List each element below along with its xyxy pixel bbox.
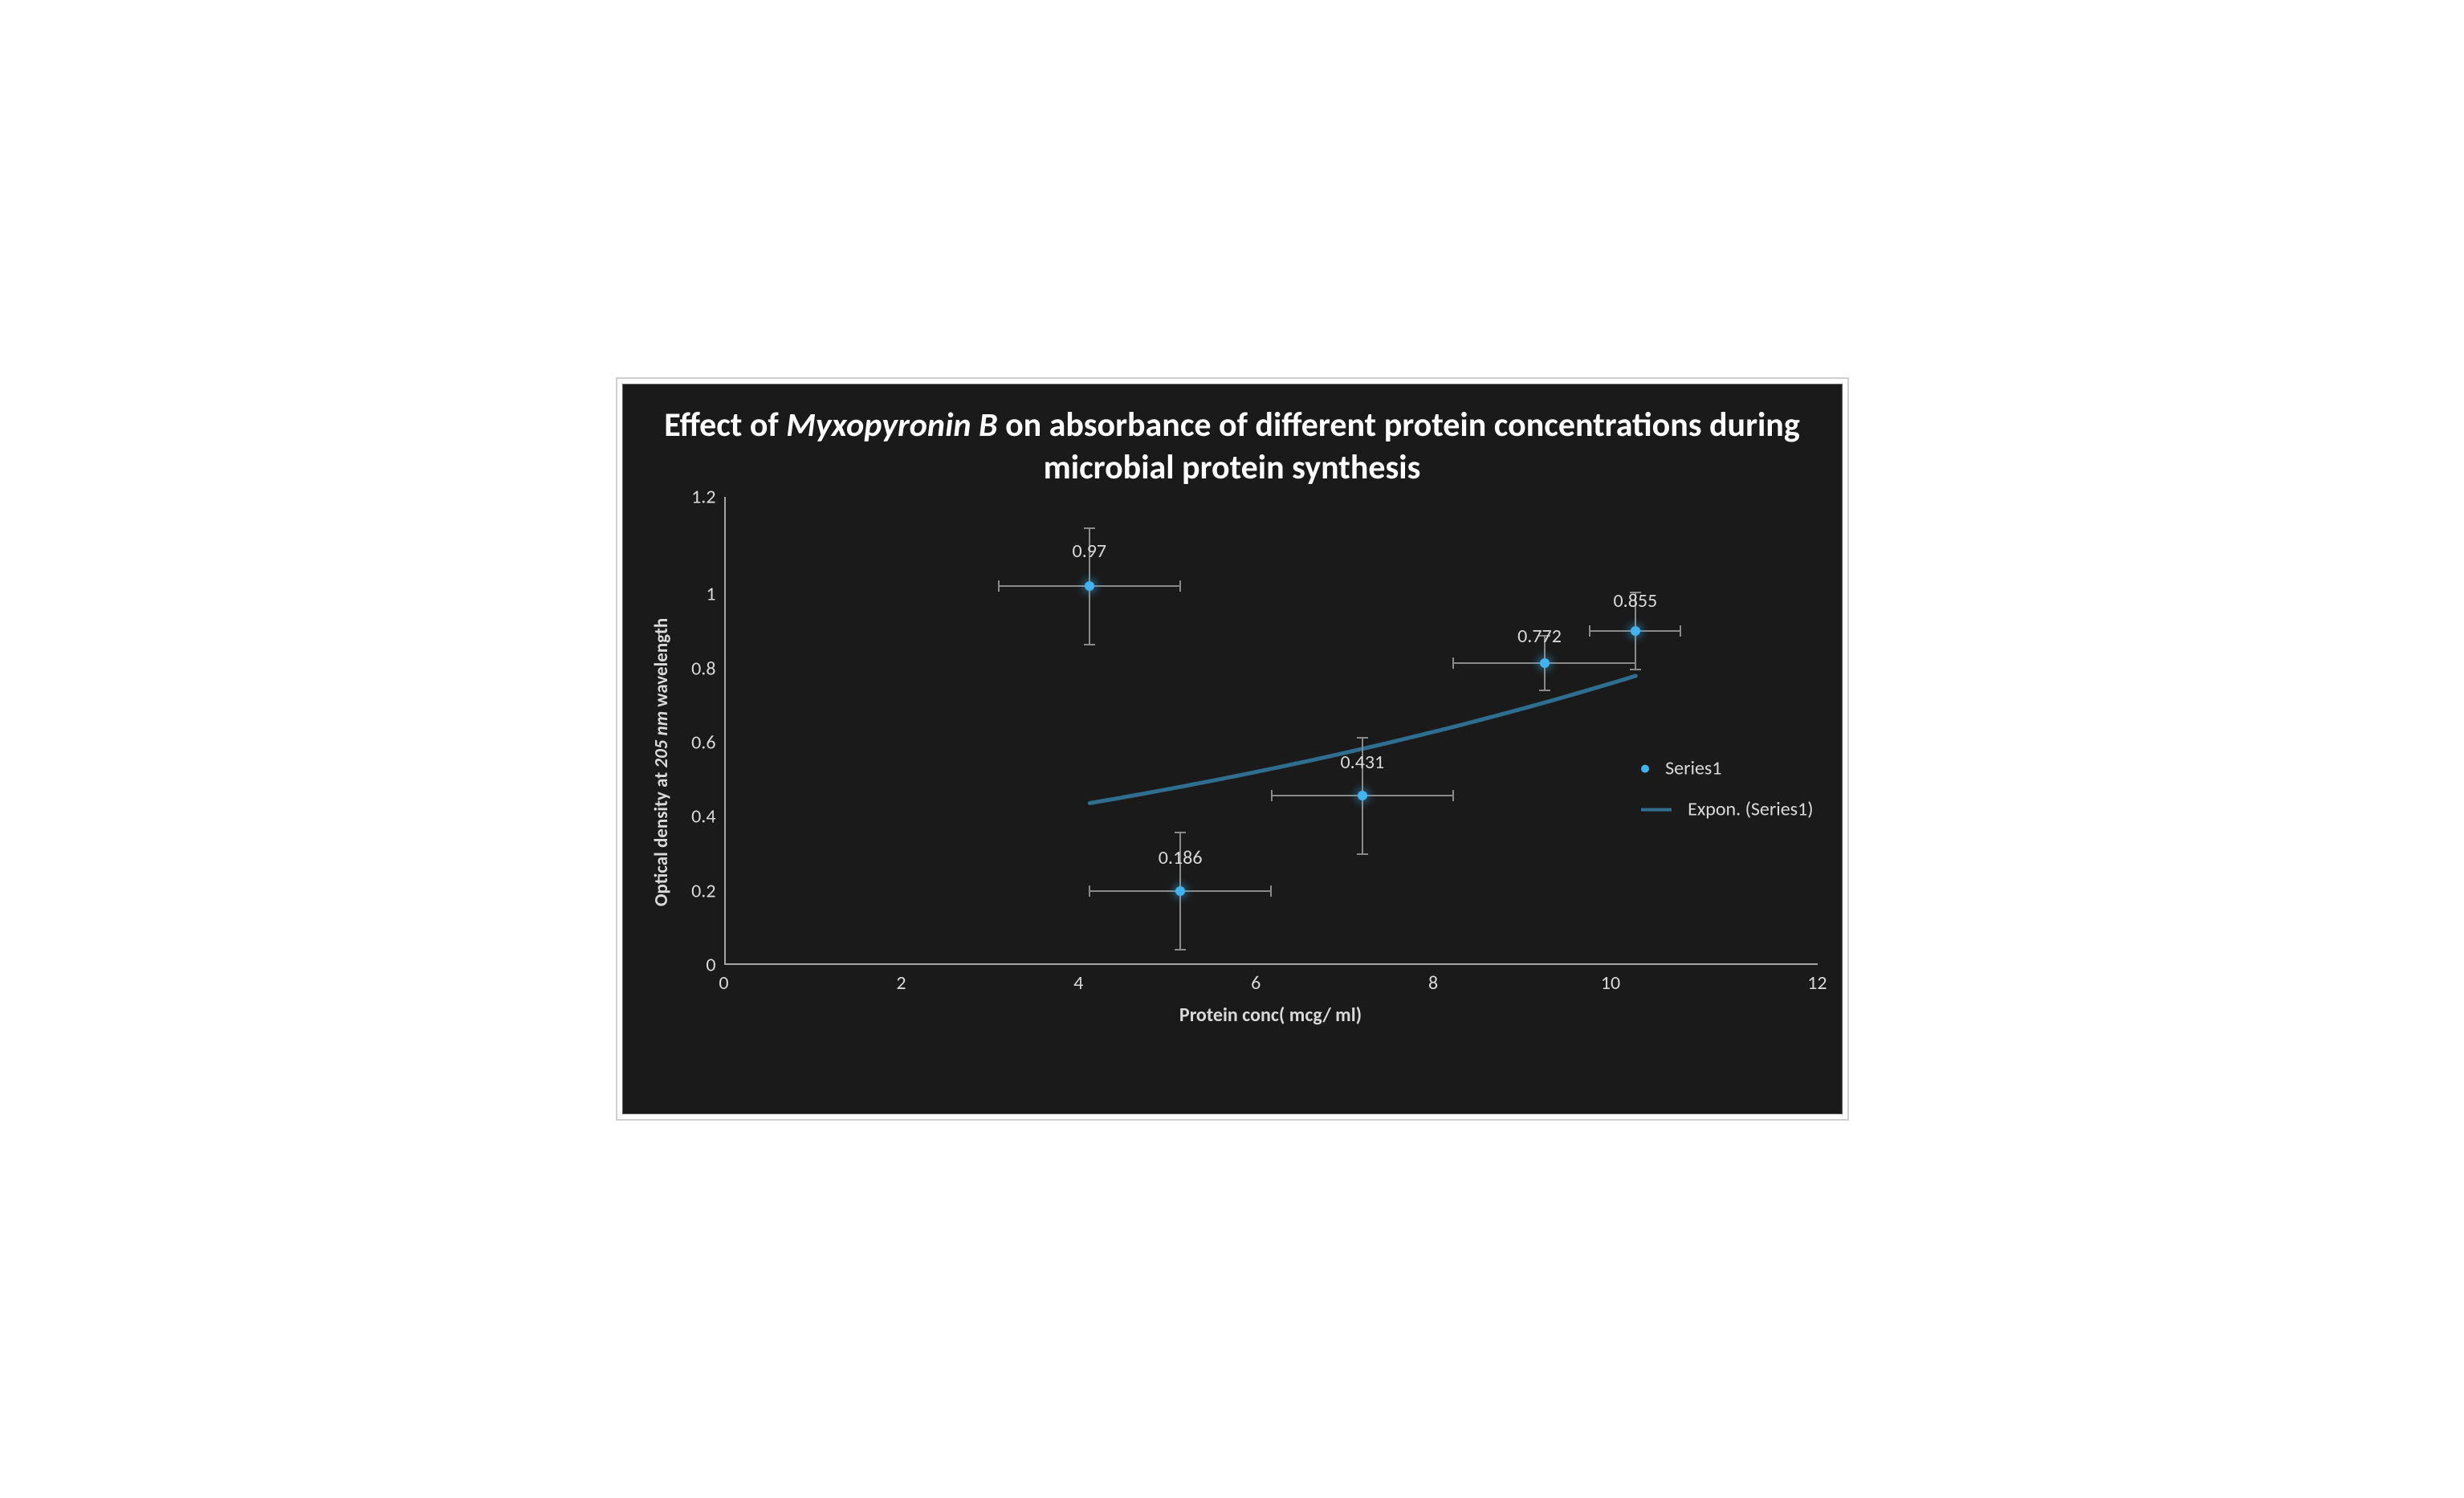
data-label: 0.431 — [1340, 751, 1384, 774]
data-label: 0.855 — [1613, 589, 1657, 613]
legend-label: Expon. (Series1) — [1688, 798, 1813, 821]
y-ticks: 1.210.80.60.40.20 — [676, 497, 724, 965]
legend-item: Series1 — [1641, 757, 1813, 780]
plot-area: 0.97 0.186 0.431 0.772 0.855 — [724, 497, 1818, 965]
legend-marker-dot — [1641, 764, 1649, 772]
x-tick: 0 — [719, 971, 728, 997]
y-tick: 0.2 — [691, 879, 715, 902]
x-tick: 2 — [896, 971, 906, 997]
legend-marker-line — [1641, 808, 1672, 811]
y-tick: 0 — [706, 953, 715, 976]
marker-icon — [1175, 886, 1185, 896]
x-tick: 4 — [1073, 971, 1083, 997]
data-label: 0.772 — [1517, 625, 1562, 648]
x-ticks-row: 024681012 — [676, 965, 1818, 997]
data-label: 0.186 — [1159, 846, 1203, 869]
x-tick: 10 — [1601, 971, 1620, 997]
y-axis-label: Optical density at 205 nm wavelength — [647, 497, 676, 1027]
marker-icon — [1358, 791, 1367, 800]
marker-icon — [1631, 626, 1640, 636]
plot-row: 1.210.80.60.40.20 0.970.1860.4310.7720.8… — [676, 497, 1818, 965]
y-tick: 0.4 — [691, 805, 715, 828]
x-tick: 12 — [1807, 971, 1827, 997]
x-tick: 8 — [1428, 971, 1438, 997]
chart-container: Effect of Myxopyronin B on absorbance of… — [616, 377, 1849, 1121]
y-tick: 1.2 — [691, 486, 715, 509]
marker-icon — [1085, 581, 1094, 591]
legend-label: Series1 — [1665, 757, 1721, 780]
y-tick: 1 — [706, 583, 715, 606]
y-tick: 0.8 — [691, 657, 715, 680]
x-axis-label: Protein conc( mcg/ ml) — [724, 1003, 1818, 1027]
data-label: 0.97 — [1073, 539, 1107, 563]
legend-item: Expon. (Series1) — [1641, 798, 1813, 821]
marker-icon — [1540, 658, 1550, 668]
chart-card: Effect of Myxopyronin B on absorbance of… — [622, 384, 1843, 1114]
chart-title: Effect of Myxopyronin B on absorbance of… — [647, 405, 1818, 489]
x-ticks: 024681012 — [724, 965, 1818, 997]
legend: Series1 Expon. (Series1) — [1641, 739, 1813, 839]
y-tick: 0.6 — [691, 731, 715, 754]
x-tick: 6 — [1251, 971, 1261, 997]
